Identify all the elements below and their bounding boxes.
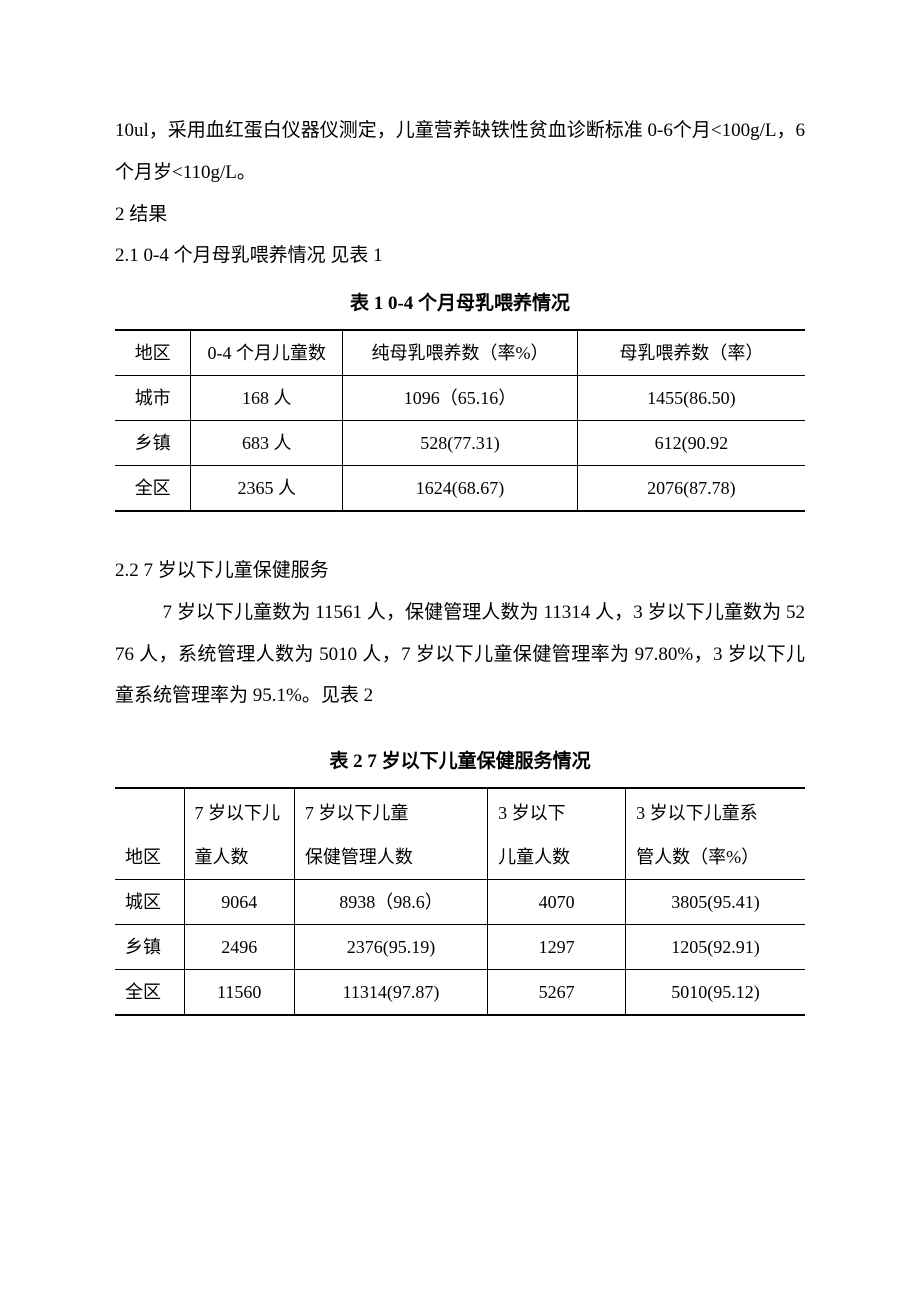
- table2-cell: 城区: [115, 879, 184, 924]
- table2-col-header: 管人数（率%）: [626, 835, 805, 880]
- document-page: 10ul，采用血红蛋白仪器仪测定，儿童营养缺铁性贫血诊断标准 0-6个月<100…: [0, 0, 920, 1076]
- section-2-1-heading: 2.1 0-4 个月母乳喂养情况 见表 1: [115, 235, 805, 277]
- table2-col-header: [115, 788, 184, 835]
- table1-cell: 城市: [115, 375, 191, 420]
- table2-cell: 4070: [488, 879, 626, 924]
- paragraph-intro: 10ul，采用血红蛋白仪器仪测定，儿童营养缺铁性贫血诊断标准 0-6个月<100…: [115, 110, 805, 194]
- spacer: [115, 512, 805, 550]
- spacer: [115, 717, 805, 735]
- table2-cell: 5267: [488, 969, 626, 1015]
- table2-col-header: 3 岁以下儿童系: [626, 788, 805, 835]
- table1-cell: 全区: [115, 465, 191, 511]
- table2-header-row-1: 7 岁以下儿 7 岁以下儿童 3 岁以下 3 岁以下儿童系: [115, 788, 805, 835]
- table2-col-header: 7 岁以下儿童: [294, 788, 487, 835]
- table2-header-row-2: 地区 童人数 保健管理人数 儿童人数 管人数（率%）: [115, 835, 805, 880]
- table1-cell: 1455(86.50): [577, 375, 805, 420]
- table2-col-header: 儿童人数: [488, 835, 626, 880]
- table2-row: 全区 11560 11314(97.87) 5267 5010(95.12): [115, 969, 805, 1015]
- table2-cell: 乡镇: [115, 924, 184, 969]
- table1-row: 城市 168 人 1096（65.16） 1455(86.50): [115, 375, 805, 420]
- table1-cell: 乡镇: [115, 420, 191, 465]
- table1-row: 乡镇 683 人 528(77.31) 612(90.92: [115, 420, 805, 465]
- table2-cell: 1297: [488, 924, 626, 969]
- table1-col-header: 地区: [115, 330, 191, 376]
- table2-cell: 5010(95.12): [626, 969, 805, 1015]
- table2-cell: 2376(95.19): [294, 924, 487, 969]
- table2: 7 岁以下儿 7 岁以下儿童 3 岁以下 3 岁以下儿童系 地区 童人数 保健管…: [115, 787, 805, 1016]
- table1-cell: 612(90.92: [577, 420, 805, 465]
- table2-cell: 3805(95.41): [626, 879, 805, 924]
- paragraph-2-2: 7 岁以下儿童数为 11561 人，保健管理人数为 11314 人，3 岁以下儿…: [115, 592, 805, 717]
- table1-row: 全区 2365 人 1624(68.67) 2076(87.78): [115, 465, 805, 511]
- table1-caption: 表 1 0-4 个月母乳喂养情况: [115, 283, 805, 325]
- table1: 地区 0-4 个月儿童数 纯母乳喂养数（率%） 母乳喂养数（率） 城市 168 …: [115, 329, 805, 512]
- section-2-2-heading: 2.2 7 岁以下儿童保健服务: [115, 550, 805, 592]
- table2-col-header: 童人数: [184, 835, 294, 880]
- table1-cell: 2365 人: [191, 465, 343, 511]
- table2-cell: 8938（98.6）: [294, 879, 487, 924]
- table2-caption: 表 2 7 岁以下儿童保健服务情况: [115, 741, 805, 783]
- table1-cell: 683 人: [191, 420, 343, 465]
- table2-cell: 11560: [184, 969, 294, 1015]
- table1-col-header: 纯母乳喂养数（率%）: [343, 330, 578, 376]
- table1-col-header: 0-4 个月儿童数: [191, 330, 343, 376]
- table1-cell: 2076(87.78): [577, 465, 805, 511]
- section-2-heading: 2 结果: [115, 194, 805, 236]
- table2-col-header: 7 岁以下儿: [184, 788, 294, 835]
- table1-cell: 1096（65.16）: [343, 375, 578, 420]
- table1-cell: 528(77.31): [343, 420, 578, 465]
- table2-cell: 全区: [115, 969, 184, 1015]
- table2-col-header: 地区: [115, 835, 184, 880]
- table2-row: 乡镇 2496 2376(95.19) 1297 1205(92.91): [115, 924, 805, 969]
- table1-col-header: 母乳喂养数（率）: [577, 330, 805, 376]
- table1-cell: 1624(68.67): [343, 465, 578, 511]
- table2-cell: 11314(97.87): [294, 969, 487, 1015]
- table2-row: 城区 9064 8938（98.6） 4070 3805(95.41): [115, 879, 805, 924]
- table2-col-header: 保健管理人数: [294, 835, 487, 880]
- table2-cell: 2496: [184, 924, 294, 969]
- table2-cell: 1205(92.91): [626, 924, 805, 969]
- table2-cell: 9064: [184, 879, 294, 924]
- table1-header-row: 地区 0-4 个月儿童数 纯母乳喂养数（率%） 母乳喂养数（率）: [115, 330, 805, 376]
- table1-cell: 168 人: [191, 375, 343, 420]
- table2-col-header: 3 岁以下: [488, 788, 626, 835]
